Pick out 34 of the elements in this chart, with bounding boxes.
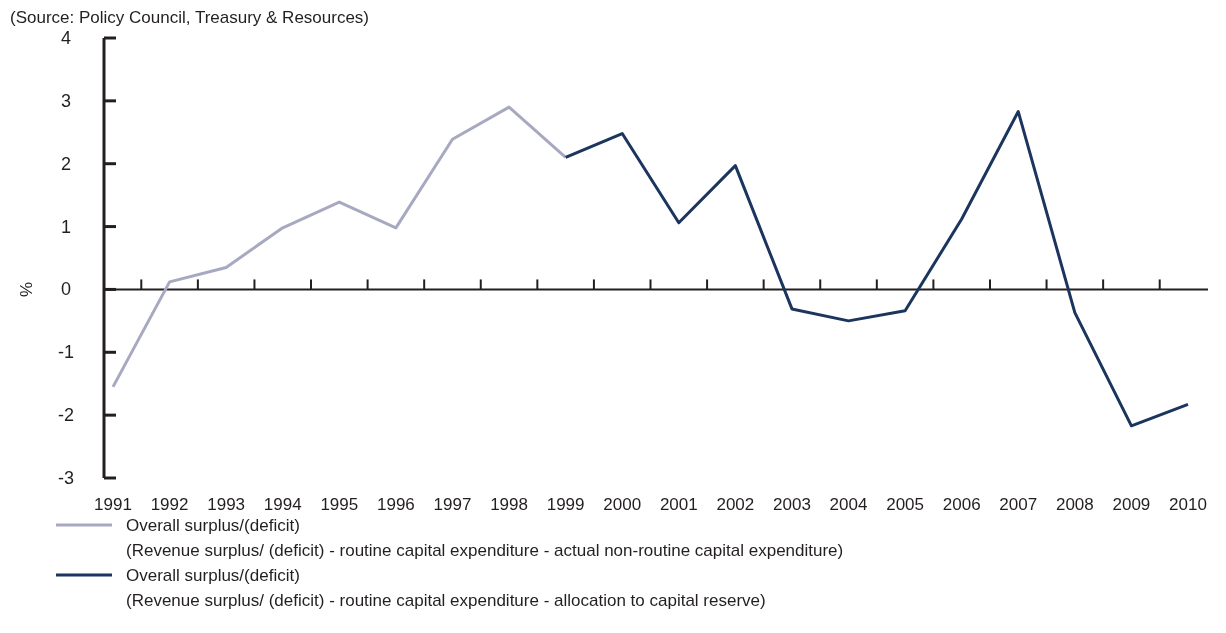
y-tick-label: 1 xyxy=(60,216,72,237)
x-tick-label: 2008 xyxy=(1055,495,1094,514)
x-tick-label: 2001 xyxy=(659,495,698,514)
x-tick-label: 2006 xyxy=(942,495,981,514)
x-tick-label: 2000 xyxy=(603,495,642,514)
line-series xyxy=(564,110,1190,428)
y-tick-label: -2 xyxy=(57,405,75,426)
x-tick-label: 1993 xyxy=(207,495,246,514)
x-tick-label: 1999 xyxy=(546,495,585,514)
x-tick-label: 1995 xyxy=(320,495,359,514)
x-tick-label: 1991 xyxy=(94,495,132,514)
x-tick-label: 1992 xyxy=(150,495,189,514)
text: (Source: Policy Council, Treasury & Resources) xyxy=(10,8,370,27)
y-tick-label: 4 xyxy=(60,28,72,48)
x-tick-label: 2009 xyxy=(1112,495,1151,514)
y-tick-label: -3 xyxy=(57,468,75,488)
x-tick-label: 2005 xyxy=(886,495,925,514)
x-tick-label: 2010 xyxy=(1169,495,1207,514)
legend-label: Overall surplus/(deficit) (Revenue surplus/ (deficit) - routine capital expenditure - actual non-routine capital expenditure) xyxy=(126,516,844,560)
x-tick-label: 2007 xyxy=(999,495,1038,514)
x-tick-label: 1996 xyxy=(376,495,415,514)
y-tick-label: 2 xyxy=(60,153,72,174)
y-tick-label: 3 xyxy=(60,90,72,111)
x-tick-label: 2003 xyxy=(773,495,811,514)
x-tick-label: 1994 xyxy=(263,495,302,514)
y-axis-title: % xyxy=(17,281,36,297)
y-tick-label: -1 xyxy=(57,342,75,363)
x-tick-label: 2002 xyxy=(716,495,755,514)
x-tick-label: 2004 xyxy=(829,495,868,514)
legend-label: Overall surplus/(deficit) (Revenue surplus/ (deficit) - routine capital expenditure - allocation to capital reserve) xyxy=(126,566,766,610)
y-tick-label: 0 xyxy=(60,279,72,300)
line-series xyxy=(111,105,568,389)
x-tick-label: 1998 xyxy=(490,495,528,514)
x-tick-label: 1997 xyxy=(433,495,472,514)
